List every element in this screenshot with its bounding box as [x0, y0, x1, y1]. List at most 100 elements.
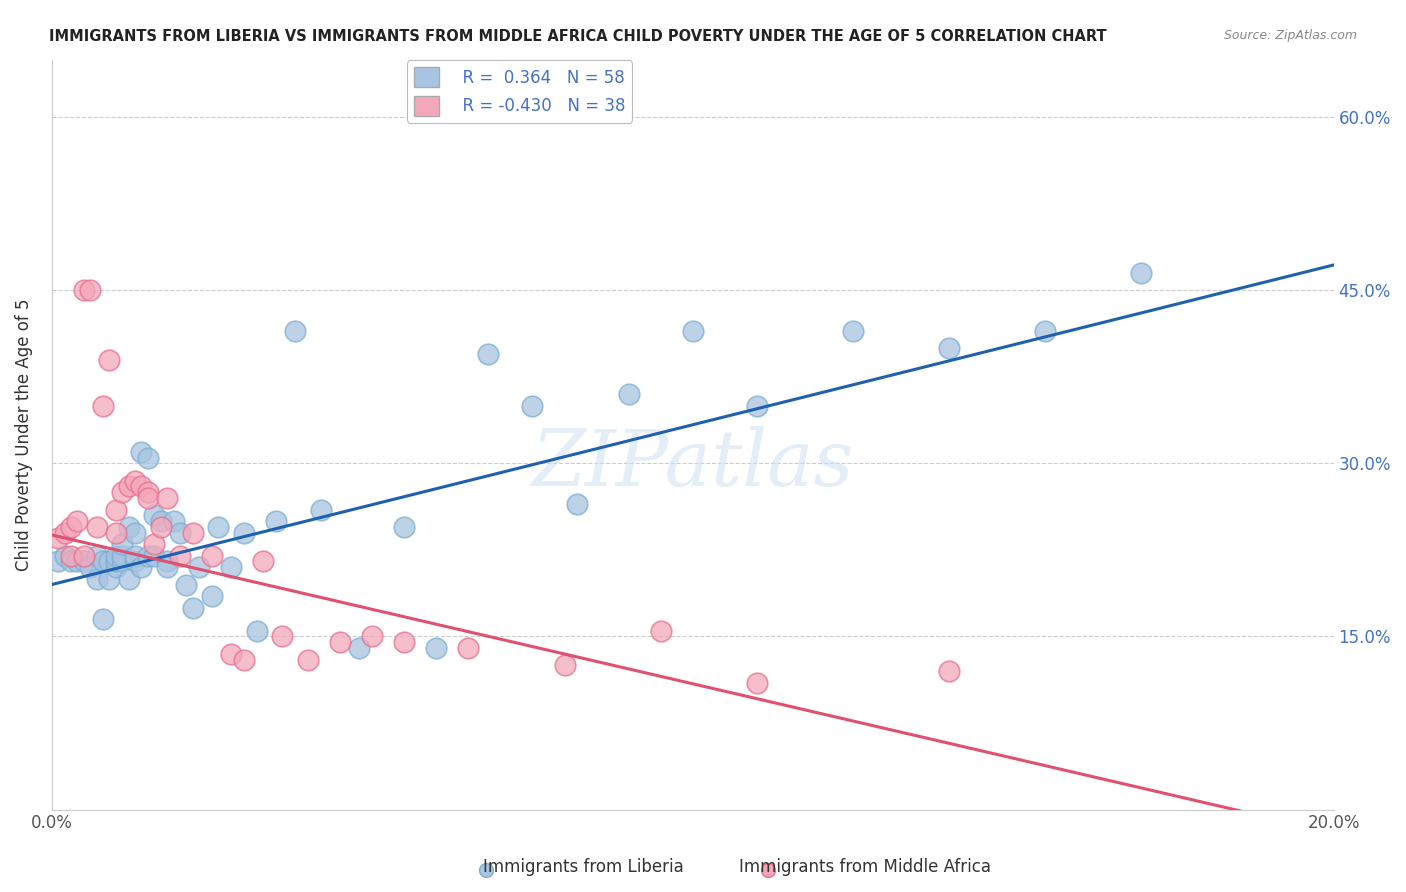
Point — [233, 652, 256, 666]
Point — [111, 537, 134, 551]
Point — [131, 479, 153, 493]
Point — [98, 554, 121, 568]
Point — [457, 640, 479, 655]
Point — [745, 675, 768, 690]
Point — [181, 600, 204, 615]
Point — [53, 549, 76, 563]
Point — [111, 549, 134, 563]
Point — [201, 549, 224, 563]
Point — [938, 341, 960, 355]
Point — [522, 399, 544, 413]
Point — [149, 514, 172, 528]
Point — [104, 560, 127, 574]
Point — [329, 635, 352, 649]
Point — [131, 445, 153, 459]
Point — [756, 863, 779, 877]
Point — [91, 399, 114, 413]
Point — [59, 554, 82, 568]
Point — [156, 491, 179, 505]
Point — [176, 577, 198, 591]
Point — [1033, 324, 1056, 338]
Point — [124, 549, 146, 563]
Point — [477, 347, 499, 361]
Point — [131, 560, 153, 574]
Point — [201, 589, 224, 603]
Point — [91, 612, 114, 626]
Point — [745, 399, 768, 413]
Point — [169, 549, 191, 563]
Point — [73, 284, 96, 298]
Text: Source: ZipAtlas.com: Source: ZipAtlas.com — [1223, 29, 1357, 42]
Point — [394, 635, 416, 649]
Point — [246, 624, 269, 638]
Point — [349, 640, 371, 655]
Point — [181, 525, 204, 540]
Point — [149, 520, 172, 534]
Point — [425, 640, 447, 655]
Point — [104, 525, 127, 540]
Point — [136, 491, 159, 505]
Y-axis label: Child Poverty Under the Age of 5: Child Poverty Under the Age of 5 — [15, 298, 32, 571]
Point — [650, 624, 672, 638]
Point — [104, 554, 127, 568]
Point — [118, 572, 141, 586]
Point — [46, 532, 69, 546]
Point — [169, 525, 191, 540]
Point — [79, 284, 101, 298]
Point — [98, 352, 121, 367]
Point — [124, 474, 146, 488]
Point — [143, 537, 166, 551]
Point — [91, 554, 114, 568]
Point — [86, 572, 108, 586]
Point — [553, 658, 575, 673]
Point — [475, 863, 498, 877]
Point — [297, 652, 319, 666]
Text: ZIPatlas: ZIPatlas — [531, 426, 853, 503]
Point — [207, 520, 229, 534]
Point — [136, 549, 159, 563]
Point — [118, 520, 141, 534]
Point — [361, 630, 384, 644]
Point — [111, 554, 134, 568]
Point — [73, 549, 96, 563]
Point — [86, 520, 108, 534]
Point — [59, 520, 82, 534]
Point — [79, 560, 101, 574]
Point — [59, 549, 82, 563]
Text: IMMIGRANTS FROM LIBERIA VS IMMIGRANTS FROM MIDDLE AFRICA CHILD POVERTY UNDER THE: IMMIGRANTS FROM LIBERIA VS IMMIGRANTS FR… — [49, 29, 1107, 44]
Point — [124, 554, 146, 568]
Point — [219, 647, 242, 661]
Point — [284, 324, 307, 338]
Point — [46, 554, 69, 568]
Point — [188, 560, 211, 574]
Point — [104, 502, 127, 516]
Text: Immigrants from Middle Africa: Immigrants from Middle Africa — [738, 858, 991, 876]
Point — [252, 554, 274, 568]
Point — [136, 485, 159, 500]
Point — [136, 450, 159, 465]
Point — [143, 508, 166, 523]
Point — [143, 549, 166, 563]
Point — [98, 572, 121, 586]
Point — [617, 387, 640, 401]
Point — [219, 560, 242, 574]
Point — [938, 664, 960, 678]
Point — [271, 630, 294, 644]
Point — [842, 324, 865, 338]
Point — [73, 554, 96, 568]
Legend:   R =  0.364   N = 58,   R = -0.430   N = 38: R = 0.364 N = 58, R = -0.430 N = 38 — [408, 61, 633, 123]
Point — [233, 525, 256, 540]
Point — [156, 554, 179, 568]
Point — [567, 497, 589, 511]
Point — [66, 514, 89, 528]
Point — [394, 520, 416, 534]
Point — [118, 479, 141, 493]
Point — [162, 514, 184, 528]
Point — [682, 324, 704, 338]
Point — [1130, 266, 1153, 280]
Point — [156, 560, 179, 574]
Point — [264, 514, 287, 528]
Point — [111, 485, 134, 500]
Text: Immigrants from Liberia: Immigrants from Liberia — [484, 858, 683, 876]
Point — [309, 502, 332, 516]
